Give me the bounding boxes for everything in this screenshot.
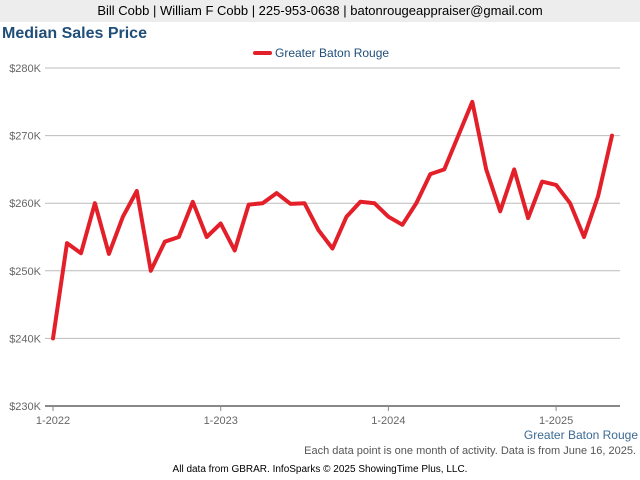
data-point xyxy=(400,223,404,227)
series-line-0 xyxy=(51,99,614,341)
data-point xyxy=(135,189,139,193)
contact-text: Bill Cobb | William F Cobb | 225-953-063… xyxy=(97,3,543,18)
data-point xyxy=(177,235,181,239)
data-point xyxy=(386,215,390,219)
data-point xyxy=(582,235,586,239)
chart-title: Median Sales Price xyxy=(2,25,147,42)
data-point xyxy=(484,167,488,171)
data-point xyxy=(428,172,432,176)
data-point xyxy=(498,209,502,213)
data-point xyxy=(233,248,237,253)
data-point xyxy=(316,228,321,232)
data-point xyxy=(51,336,55,340)
data-point xyxy=(191,200,195,204)
data-point xyxy=(247,202,251,207)
data-point xyxy=(93,201,97,205)
data-point xyxy=(568,201,572,205)
data-point xyxy=(470,100,474,104)
data-point xyxy=(205,235,209,239)
data-credit: All data from GBRAR. InfoSparks © 2025 S… xyxy=(172,464,468,475)
data-point xyxy=(65,241,69,245)
y-tick-label: $270K xyxy=(9,131,41,143)
x-tick-label: 1-2022 xyxy=(36,415,70,427)
data-point xyxy=(596,194,600,199)
data-point xyxy=(288,202,293,206)
legend-label: Greater Baton Rouge xyxy=(275,46,389,60)
contact-header: Bill Cobb | William F Cobb | 225-953-063… xyxy=(0,0,640,22)
data-point xyxy=(219,221,223,226)
x-tick-label: 1-2024 xyxy=(371,415,405,427)
data-point xyxy=(512,167,516,171)
data-point xyxy=(163,240,167,244)
x-tick-label: 1-2025 xyxy=(539,415,573,427)
data-point xyxy=(121,215,125,219)
data-point xyxy=(456,134,460,138)
data-point xyxy=(261,201,265,205)
data-point xyxy=(414,201,418,205)
data-point xyxy=(610,134,614,138)
series-layer xyxy=(51,99,614,341)
data-point xyxy=(149,269,153,273)
data-point xyxy=(554,183,558,187)
data-point xyxy=(372,201,377,205)
y-tick-label: $230K xyxy=(9,401,41,413)
data-point xyxy=(442,167,446,171)
series-end-label: Greater Baton Rouge xyxy=(524,428,638,442)
data-point xyxy=(540,179,544,184)
axes: $230K $240K $250K $260K $270K $280K 1-2022 1-20… xyxy=(9,63,638,442)
data-point xyxy=(330,246,335,251)
y-tick-label: $240K xyxy=(9,333,41,345)
data-point xyxy=(275,191,279,195)
data-note: Each data point is one month of activity… xyxy=(304,445,636,457)
x-tick-label: 1-2023 xyxy=(204,415,238,427)
y-tick-label: $250K xyxy=(9,266,41,278)
data-point xyxy=(302,201,307,205)
data-point xyxy=(358,200,363,204)
data-point xyxy=(107,252,111,256)
grid-lines xyxy=(45,67,620,339)
data-point xyxy=(526,216,530,220)
y-tick-label: $280K xyxy=(9,63,41,75)
legend: Greater Baton Rouge xyxy=(253,46,389,60)
data-point xyxy=(79,251,83,255)
y-tick-label: $260K xyxy=(9,198,41,210)
data-point xyxy=(344,215,349,219)
